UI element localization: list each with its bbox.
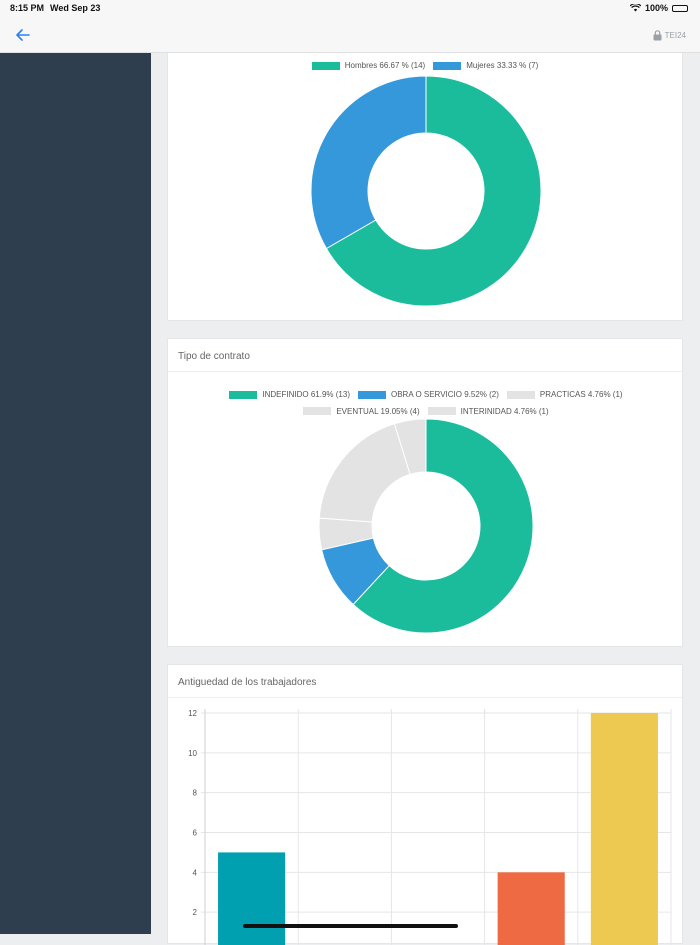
y-tick-label: 10 [188,749,197,758]
lock-icon [653,30,662,41]
seniority-chart-card: Antiguedad de los trabajadores 2 4 6 8 10 12 [167,664,683,945]
gender-slice[interactable] [310,75,427,250]
y-tick-label: 4 [193,868,198,877]
gender-slice[interactable] [325,75,542,307]
gender-legend-swatch [311,61,340,70]
card-divider [168,697,682,698]
home-indicator [243,924,458,928]
right-gutter [684,53,700,934]
contract-legend-swatch [303,407,332,415]
contract-legend-item[interactable]: OBRA O SERVICIO 9.52% (2) [357,387,499,402]
bar[interactable] [218,852,286,945]
back-arrow-icon[interactable] [12,26,34,44]
gender-legend-item[interactable]: Hombres 66.67 % (14) [311,61,426,70]
top-navigation-bar: TEI24 [0,18,700,53]
contract-slice[interactable] [352,418,534,634]
contract-legend-label: EVENTUAL 19.05% (4) [336,406,420,416]
contract-legend-item[interactable]: INDEFINIDO 61.9% (13) [229,387,350,402]
company-indicator: TEI24 [653,30,686,41]
gender-legend-swatch [433,61,462,70]
contract-legend-label: INDEFINIDO 61.9% (13) [262,390,350,399]
seniority-chart-title: Antiguedad de los trabajadores [178,677,317,688]
gender-legend-label: Mujeres 33.33 % (7) [466,61,539,70]
contract-legend-item[interactable]: EVENTUAL 19.05% (4) [303,404,420,419]
gender-legend-label: Hombres 66.67 % (14) [344,61,426,70]
contract-legend-swatch [506,390,535,399]
gender-chart-legend: Hombres 66.67 % (14) Mujeres 33.33 % (7) [168,61,682,72]
contract-slice[interactable] [318,423,411,523]
status-bar: 8:15 PM Wed Sep 23 100% [0,0,700,18]
y-tick-label: 8 [193,789,198,798]
status-date: Wed Sep 23 [50,3,101,13]
bar[interactable] [497,872,565,945]
wifi-icon [629,4,641,12]
sidebar [0,53,151,934]
contract-legend-label: OBRA O SERVICIO 9.52% (2) [390,390,499,399]
contract-legend-item[interactable]: INTERINIDAD 4.76% (1) [427,404,549,419]
contract-legend-label: INTERINIDAD 4.76% (1) [460,406,549,416]
contract-chart-card: Tipo de contrato INDEFINIDO 61.9% (13) OB… [167,338,683,647]
company-name: TEI24 [664,31,686,40]
contract-slice[interactable] [393,418,427,476]
status-right: 100% [629,3,688,13]
contract-legend-swatch [229,390,258,399]
contract-legend-item[interactable]: PRACTICAS 4.76% (1) [506,387,623,402]
contract-legend-label: PRACTICAS 4.76% (1) [539,390,623,399]
y-tick-label: 12 [188,709,197,718]
bar[interactable] [590,713,658,945]
seniority-bar-chart: 2 4 6 8 10 12 [188,709,672,945]
contract-legend-swatch [427,407,456,415]
battery-icon [672,4,688,12]
gender-legend-item[interactable]: Mujeres 33.33 % (7) [433,61,538,70]
contract-chart-legend: INDEFINIDO 61.9% (13) OBRA O SERVICIO 9.5… [206,387,646,420]
contract-donut-chart [318,418,534,634]
card-divider [168,371,682,372]
y-tick-label: 6 [193,829,198,838]
gender-donut-chart [310,75,542,307]
contract-chart-title: Tipo de contrato [178,351,250,362]
y-tick-label: 2 [193,908,198,917]
contract-legend-swatch [357,390,386,399]
gender-chart-card: Hombres 66.67 % (14) Mujeres 33.33 % (7) [167,53,683,321]
status-time: 8:15 PM [10,3,45,13]
battery-percent: 100% [644,3,668,13]
